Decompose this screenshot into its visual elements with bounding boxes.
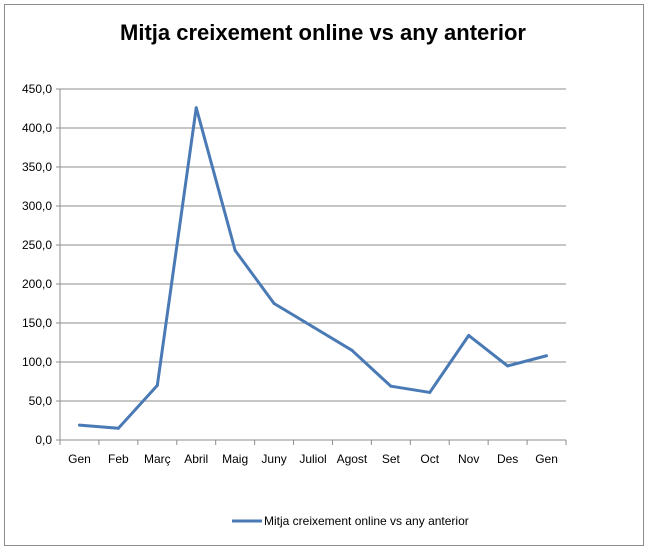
x-tick-label: Juny xyxy=(261,452,286,466)
x-tick-label: Gen xyxy=(68,452,91,466)
data-point xyxy=(233,248,237,252)
data-point xyxy=(389,384,393,388)
y-tick-label: 200,0 xyxy=(22,277,52,291)
data-point xyxy=(194,106,198,110)
x-tick-label: Abril xyxy=(184,452,208,466)
x-tick-label: Feb xyxy=(108,452,129,466)
series-line xyxy=(79,106,547,430)
legend: Mitja creixement online vs any anterior xyxy=(232,514,469,528)
y-tick-label: 300,0 xyxy=(22,199,52,213)
series-group xyxy=(77,106,549,430)
data-point xyxy=(77,423,81,427)
data-point xyxy=(155,383,159,387)
data-point xyxy=(311,325,315,329)
data-point xyxy=(272,302,276,305)
x-tick-label: Agost xyxy=(337,452,368,466)
x-tick-label: Gen xyxy=(535,452,558,466)
chart-title: Mitja creixement online vs any anterior xyxy=(120,20,526,45)
x-tick-label: Oct xyxy=(420,452,439,466)
x-tick-label: Nov xyxy=(458,452,479,466)
data-point xyxy=(467,333,471,337)
y-tick-label: 250,0 xyxy=(22,238,52,252)
y-tick-label: 150,0 xyxy=(22,316,52,330)
y-tick-label: 100,0 xyxy=(22,355,52,369)
data-point xyxy=(545,354,549,358)
x-tick-label: Juliol xyxy=(299,452,326,466)
y-tick-label: 350,0 xyxy=(22,160,52,174)
x-axis-ticks: Gen Feb Març Abril Maig Juny Juliol Agost Set Oct… xyxy=(59,440,567,466)
data-point xyxy=(506,364,510,368)
legend-label: Mitja creixement online vs any anterior xyxy=(264,514,469,528)
y-tick-label: 0,0 xyxy=(35,433,52,447)
y-tick-label: 450,0 xyxy=(22,82,52,96)
data-point xyxy=(350,348,354,352)
x-tick-label: Maig xyxy=(222,452,248,466)
x-tick-label: Des xyxy=(497,452,518,466)
y-tick-label: 50,0 xyxy=(29,394,53,408)
y-axis-ticks: 0,0 50,0 100,0 150,0 200,0 250,0 300,0 350,0 400… xyxy=(22,82,60,447)
data-point xyxy=(428,390,432,394)
x-tick-label: Març xyxy=(144,452,171,466)
chart-frame xyxy=(4,4,644,546)
gridlines xyxy=(59,88,566,441)
x-tick-label: Set xyxy=(382,452,401,466)
data-point xyxy=(116,426,120,430)
y-tick-label: 400,0 xyxy=(22,121,52,135)
